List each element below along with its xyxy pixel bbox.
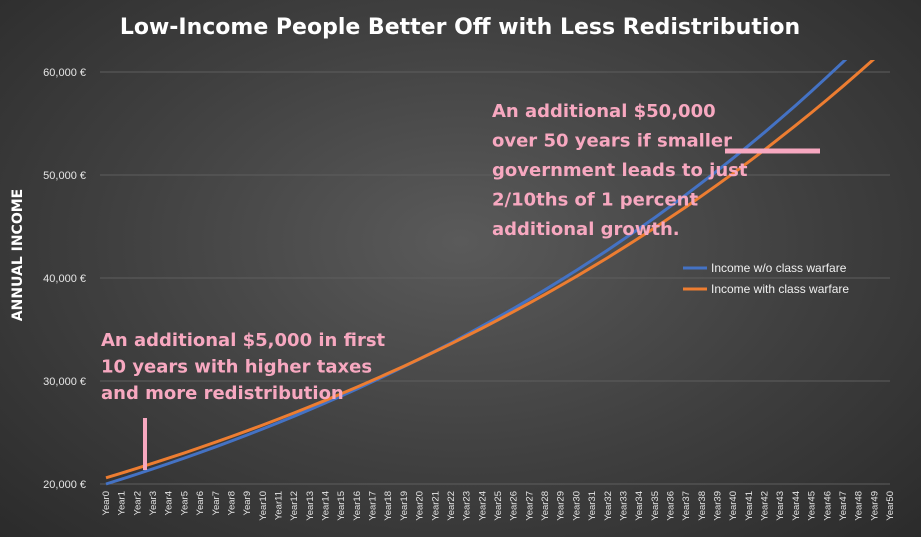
x-tick-label: Year6 (195, 491, 206, 515)
y-axis-label: ANNUAL INCOME (10, 189, 26, 321)
gridlines (100, 71, 890, 485)
x-tick-label: Year39 (713, 491, 724, 521)
x-tick-label: Year16 (352, 491, 363, 521)
annotation-top-line: over 50 years if smaller (492, 131, 732, 152)
x-tick-label: Year10 (258, 491, 269, 521)
x-tick-label: Year49 (869, 491, 880, 521)
x-tick-label: Year46 (822, 491, 833, 521)
x-tick-label: Year31 (587, 491, 598, 521)
x-tick-label: Year47 (838, 491, 849, 521)
annotation-top-line: An additional $50,000 (492, 101, 716, 122)
x-tick-label: Year8 (226, 491, 237, 515)
x-tick-label: Year42 (760, 491, 771, 521)
y-tick-label: 50,000 € (43, 170, 86, 182)
x-tick-label: Year35 (650, 491, 661, 521)
annotation-bottom-line: 10 years with higher taxes (101, 357, 372, 378)
series-lines (105, 60, 876, 486)
y-tick-label: 40,000 € (43, 273, 86, 285)
x-tick-label: Year17 (368, 491, 379, 521)
x-tick-label: Year11 (273, 491, 284, 520)
x-tick-label: Year21 (430, 491, 441, 521)
legend-label-0: Income w/o class warfare (711, 261, 847, 275)
x-tick-label: Year3 (148, 491, 159, 515)
x-tick-label: Year38 (697, 491, 708, 521)
x-tick-label: Year23 (462, 491, 473, 521)
y-tick-label: 60,000 € (43, 67, 86, 79)
x-tick-label: Year5 (179, 491, 190, 515)
x-tick-label: Year26 (509, 491, 520, 521)
legend-label-1: Income with class warfare (711, 282, 849, 296)
x-tick-label: Year14 (321, 491, 332, 521)
x-tick-label: Year7 (211, 491, 222, 515)
series-line-1 (105, 60, 876, 480)
x-tick-label: Year36 (665, 491, 676, 521)
x-tick-label: Year12 (289, 491, 300, 521)
x-tick-label: Year29 (556, 491, 567, 521)
x-tick-label: Year32 (603, 491, 614, 521)
x-tick-label: Year19 (399, 491, 410, 521)
annotation-top-line: 2/10ths of 1 percent (492, 190, 698, 211)
x-tick-label: Year2 (132, 491, 143, 515)
x-tick-label: Year28 (540, 491, 551, 521)
x-tick-label: Year20 (415, 491, 426, 521)
x-tick-label: Year4 (164, 491, 175, 515)
x-tick-label: Year0 (101, 491, 112, 515)
annotation-top-line: additional growth. (492, 219, 680, 240)
x-tick-label: Year34 (634, 491, 645, 521)
x-tick-label: Year33 (618, 491, 629, 521)
x-tick-label: Year44 (791, 491, 802, 521)
annotation-bottom-line: and more redistribution (101, 383, 344, 404)
x-tick-label: Year45 (807, 491, 818, 521)
x-tick-label: Year24 (477, 491, 488, 521)
x-tick-label: Year41 (744, 491, 755, 521)
series-line-0 (105, 60, 848, 486)
x-tick-label: Year40 (728, 491, 739, 521)
x-tick-label: Year30 (571, 491, 582, 521)
y-tick-label: 20,000 € (43, 479, 86, 491)
x-tick-label: Year48 (854, 491, 865, 521)
x-tick-label: Year15 (336, 491, 347, 521)
y-tick-label: 30,000 € (43, 376, 86, 388)
x-tick-label: Year50 (885, 491, 896, 521)
legend: Income w/o class warfare Income with clas… (683, 261, 849, 296)
annotations: An additional $50,000 over 50 years if sm… (101, 101, 820, 470)
y-axis-ticks: 20,000 € 30,000 € 40,000 € 50,000 € 60,000 € (43, 67, 86, 491)
x-tick-label: Year22 (446, 491, 457, 521)
x-tick-label: Year13 (305, 491, 316, 521)
annotation-top-line: government leads to just (492, 160, 748, 181)
x-tick-label: Year18 (383, 491, 394, 521)
x-tick-label: Year1 (117, 491, 128, 515)
x-axis-ticks: Year0 Year1 Year2 Year3 Year4 Year5 Year6 Year7… (101, 491, 896, 521)
x-tick-label: Year43 (775, 491, 786, 521)
annotation-bottom-line: An additional $5,000 in first (101, 330, 386, 351)
x-tick-label: Year37 (681, 491, 692, 521)
x-tick-label: Year27 (524, 491, 535, 521)
x-tick-label: Year9 (242, 491, 253, 515)
x-tick-label: Year25 (493, 491, 504, 521)
chart-title: Low-Income People Better Off with Less R… (120, 15, 800, 40)
